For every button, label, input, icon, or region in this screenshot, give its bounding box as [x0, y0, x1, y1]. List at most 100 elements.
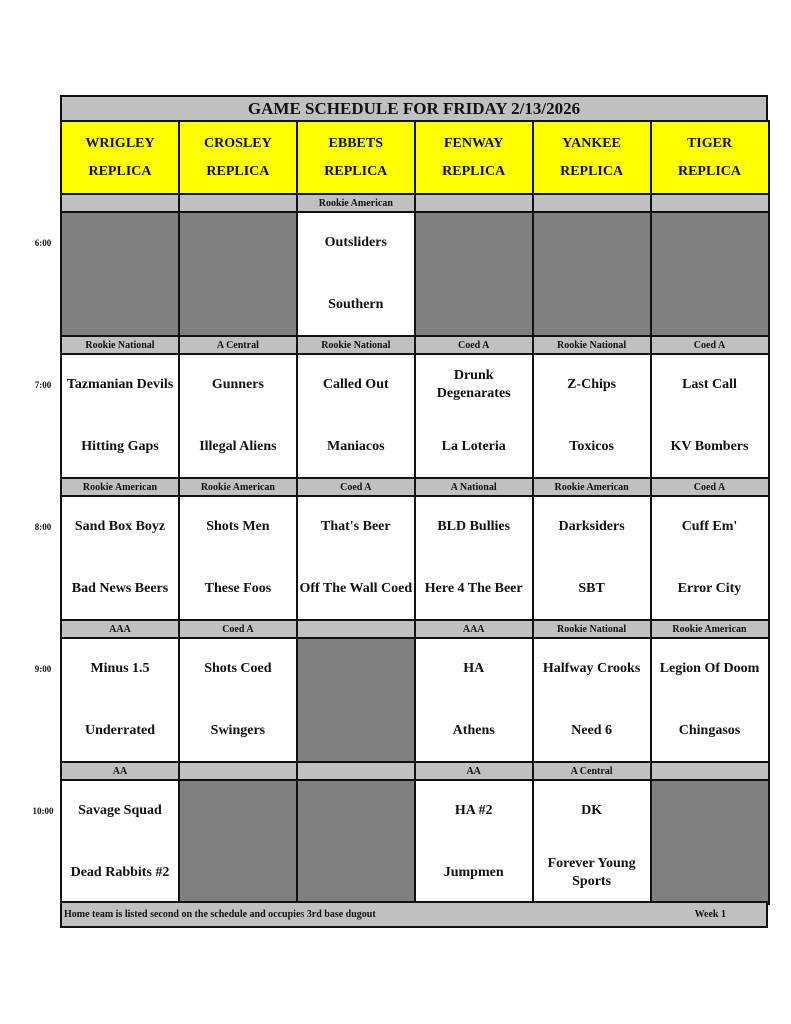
home-team: Bad News Beers [71, 581, 169, 596]
schedule-title: GAME SCHEDULE FOR FRIDAY 2/13/2026 [60, 95, 768, 122]
game-cell: Shots Men These Foos [177, 495, 298, 621]
division-label: Rookie American [649, 619, 770, 639]
field-header: WRIGLEY REPLICA [60, 120, 180, 195]
away-team: HA [463, 661, 485, 676]
division-label: Coed A [177, 619, 298, 639]
division-label [60, 193, 180, 213]
division-label: Coed A [649, 335, 770, 355]
empty-slot [649, 779, 770, 905]
game-cell: HA Athens [413, 637, 534, 763]
home-team: Need 6 [571, 723, 612, 738]
division-label: A Central [177, 335, 298, 355]
field-header: CROSLEY REPLICA [177, 120, 298, 195]
game-cell: Outsliders Southern [295, 211, 416, 337]
home-team: Forever Young Sports [547, 856, 636, 889]
game-cell: Tazmanian Devils Hitting Gaps [60, 353, 180, 479]
home-team: Southern [328, 297, 384, 312]
field-name: TIGER [686, 135, 733, 151]
away-team: HA #2 [454, 803, 493, 818]
game-cell: Shots Coed Swingers [177, 637, 298, 763]
division-label: A Central [531, 761, 652, 781]
field-subtitle: REPLICA [88, 163, 152, 179]
away-team: Cuff Em' [681, 519, 738, 534]
away-team: That's Beer [320, 519, 391, 534]
field-name: FENWAY [443, 135, 504, 151]
division-label [531, 193, 652, 213]
away-team: Halfway Crooks [542, 661, 641, 676]
game-cell: That's Beer Off The Wall Coed [295, 495, 416, 621]
division-label: Coed A [649, 477, 770, 497]
empty-slot [413, 211, 534, 337]
game-cell: Sand Box Boyz Bad News Beers [60, 495, 180, 621]
field-header: TIGER REPLICA [649, 120, 770, 195]
home-team: Hitting Gaps [81, 439, 159, 454]
division-label: AAA [413, 619, 534, 639]
home-team: Athens [452, 723, 495, 738]
home-team: SBT [578, 581, 605, 596]
away-team: Outsliders [324, 235, 387, 250]
time-label: 7:00 [34, 380, 52, 390]
empty-slot [177, 211, 298, 337]
game-cell: BLD Bullies Here 4 The Beer [413, 495, 534, 621]
division-label: AA [413, 761, 534, 781]
division-label: Rookie National [531, 335, 652, 355]
home-team: KV Bombers [670, 439, 749, 454]
division-label: Rookie American [60, 477, 180, 497]
division-label: A National [413, 477, 534, 497]
away-team: Minus 1.5 [90, 661, 150, 676]
division-label [413, 193, 534, 213]
time-label: 10:00 [32, 806, 54, 816]
field-subtitle: REPLICA [442, 163, 506, 179]
footer-bar: Home team is listed second on the schedu… [60, 901, 768, 928]
empty-slot [60, 211, 180, 337]
away-team: Called Out [322, 377, 389, 392]
home-team: Chingasos [678, 723, 741, 738]
empty-slot [531, 211, 652, 337]
home-team: Toxicos [569, 439, 614, 454]
away-team: Z-Chips [567, 377, 617, 392]
away-team: Drunk Degenarates [436, 368, 511, 401]
division-label: Coed A [295, 477, 416, 497]
away-team: Shots Coed [204, 661, 272, 676]
game-cell: Legion Of Doom Chingasos [649, 637, 770, 763]
home-team: Illegal Aliens [199, 439, 277, 454]
time-label: 9:00 [34, 664, 52, 674]
division-label [295, 619, 416, 639]
division-label: Rookie American [531, 477, 652, 497]
field-subtitle: REPLICA [560, 163, 624, 179]
home-team: Dead Rabbits #2 [70, 865, 170, 880]
away-team: Savage Squad [78, 803, 162, 818]
division-label [649, 761, 770, 781]
field-name: EBBETS [328, 135, 384, 151]
home-team: Underrated [85, 723, 155, 738]
home-team: La Loteria [441, 439, 506, 454]
away-team: Tazmanian Devils [66, 377, 174, 392]
division-label [295, 761, 416, 781]
division-label: Rookie American [295, 193, 416, 213]
home-team: Error City [677, 581, 742, 596]
field-name: YANKEE [562, 135, 621, 151]
game-cell: Gunners Illegal Aliens [177, 353, 298, 479]
division-label [177, 193, 298, 213]
game-cell: Cuff Em' Error City [649, 495, 770, 621]
division-label [177, 761, 298, 781]
away-team: Shots Men [206, 519, 270, 534]
time-label: 8:00 [34, 522, 52, 532]
empty-slot [177, 779, 298, 905]
game-cell: Last Call KV Bombers [649, 353, 770, 479]
division-label: Rookie National [295, 335, 416, 355]
division-label: Rookie National [60, 335, 180, 355]
field-subtitle: REPLICA [324, 163, 388, 179]
home-team: Maniacos [327, 439, 385, 454]
division-label: AA [60, 761, 180, 781]
footer-note: Home team is listed second on the schedu… [64, 909, 376, 920]
away-team: DK [581, 803, 603, 818]
game-cell: Savage Squad Dead Rabbits #2 [60, 779, 180, 905]
home-team: These Foos [204, 581, 272, 596]
home-team: Here 4 The Beer [424, 581, 523, 596]
field-header: EBBETS REPLICA [295, 120, 416, 195]
away-team: Gunners [211, 377, 264, 392]
home-team: Swingers [210, 723, 266, 738]
away-team: Legion Of Doom [659, 661, 760, 676]
division-label: AAA [60, 619, 180, 639]
